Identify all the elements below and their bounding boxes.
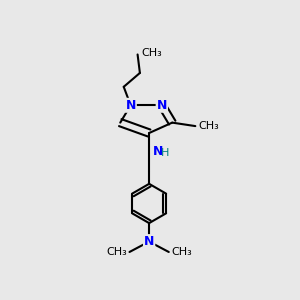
Text: N: N (153, 146, 163, 158)
Text: CH₃: CH₃ (199, 121, 220, 131)
Text: CH₃: CH₃ (106, 247, 127, 257)
Text: H: H (161, 148, 170, 158)
Text: N: N (157, 99, 167, 112)
Text: N: N (125, 99, 136, 112)
Text: N: N (144, 235, 154, 248)
Text: CH₃: CH₃ (171, 247, 192, 257)
Text: CH₃: CH₃ (141, 48, 162, 58)
